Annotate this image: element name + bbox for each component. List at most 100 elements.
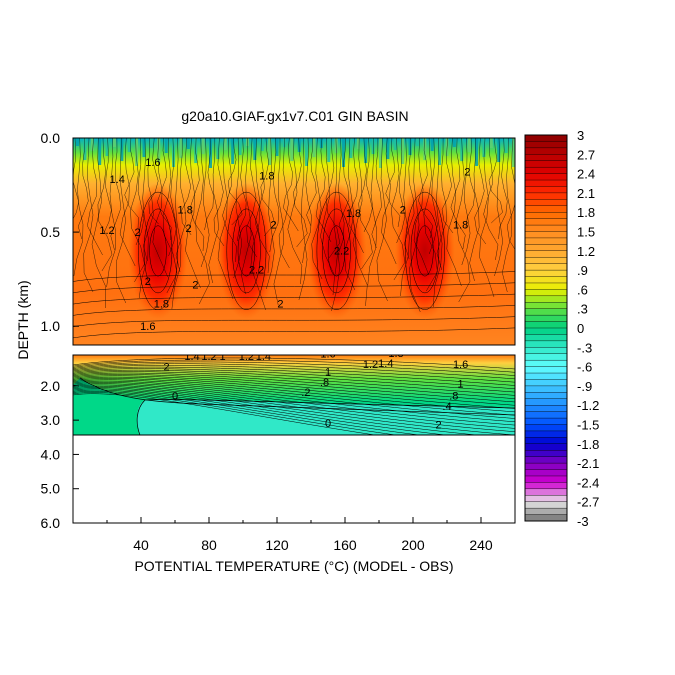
core-contour bbox=[226, 191, 267, 310]
contour-label: 1.6 bbox=[140, 321, 155, 333]
colorbar-swatch bbox=[524, 411, 568, 419]
contour-label: 2.2 bbox=[334, 246, 349, 258]
contour-line bbox=[348, 138, 364, 254]
colorbar-swatch bbox=[524, 186, 568, 194]
colorbar: 3 2.7 2.4 2.1 1.8 1.5 1.2 .9 .6 .3 0 -.3 -.6 -.9 -1.2 -… bbox=[524, 128, 599, 529]
surface-streak bbox=[305, 138, 309, 166]
contour-line bbox=[413, 138, 430, 276]
surface-streak bbox=[467, 138, 471, 152]
contour-line bbox=[73, 363, 515, 380]
contour-line bbox=[73, 386, 515, 432]
surface-streak bbox=[401, 138, 405, 164]
contour-line bbox=[446, 138, 462, 287]
colorbar-swatch bbox=[524, 205, 568, 213]
surface-streak bbox=[83, 138, 87, 160]
contour-line bbox=[441, 138, 454, 234]
colorbar-swatch bbox=[524, 443, 568, 451]
core-contour bbox=[322, 208, 351, 294]
contour-label: 1.8 bbox=[388, 348, 403, 360]
contour-line bbox=[278, 138, 290, 269]
colorbar-swatch bbox=[524, 392, 568, 400]
contour-line bbox=[73, 371, 515, 396]
surface-streak bbox=[157, 138, 161, 162]
contour-line bbox=[385, 138, 401, 228]
contour-label: 1.4 bbox=[184, 351, 199, 363]
contour-line bbox=[469, 138, 480, 282]
contour-label: 2 bbox=[192, 280, 198, 292]
colorbar-tick-label: -.6 bbox=[577, 360, 592, 375]
colorbar-tick-label: -3 bbox=[577, 514, 589, 529]
contour-label: 1.4 bbox=[378, 358, 393, 370]
contour-line bbox=[423, 138, 438, 292]
contour-line bbox=[73, 365, 515, 383]
contour-line bbox=[266, 138, 275, 290]
colorbar-swatch bbox=[524, 340, 568, 348]
contour-line bbox=[73, 359, 515, 373]
colorbar-swatch bbox=[524, 250, 568, 258]
contour-line bbox=[461, 138, 471, 266]
lower-panel-frame bbox=[72, 354, 516, 524]
surface-streak bbox=[223, 138, 227, 150]
contour-line bbox=[130, 138, 145, 283]
contour-line bbox=[138, 138, 149, 299]
contour-line bbox=[331, 138, 340, 312]
contour-line bbox=[103, 138, 112, 235]
contour-line bbox=[432, 138, 443, 308]
contour-line bbox=[73, 380, 515, 419]
colorbar-swatch bbox=[524, 263, 568, 271]
surface-streak bbox=[164, 138, 168, 153]
surface-streak bbox=[327, 138, 331, 162]
y-tick-label: 5.0 bbox=[41, 481, 61, 497]
contour-line bbox=[217, 138, 234, 300]
contour-label: 1.2 bbox=[363, 359, 378, 371]
contour-line bbox=[344, 138, 356, 291]
contour-line bbox=[302, 138, 312, 264]
surface-streak bbox=[290, 138, 294, 161]
contour-line bbox=[293, 138, 308, 248]
colorbar-tick-label: 3 bbox=[577, 128, 584, 143]
contour-line bbox=[73, 390, 422, 435]
y-tick-label: 3.0 bbox=[41, 412, 61, 428]
colorbar-frame bbox=[524, 134, 568, 522]
surface-streak bbox=[378, 138, 382, 168]
core-contour bbox=[316, 191, 357, 310]
colorbar-swatch bbox=[524, 295, 568, 303]
contour-line bbox=[83, 138, 94, 293]
y-axis: 0.0 0.5 1.0 2.0 3.0 4.0 5.0 6.0 bbox=[41, 130, 79, 531]
contour-label: .2 bbox=[301, 387, 310, 399]
colorbar-swatch bbox=[524, 244, 568, 252]
colorbar-swatch bbox=[524, 289, 568, 297]
colorbar-swatch bbox=[524, 475, 568, 483]
contour-line bbox=[136, 399, 146, 435]
contour-line bbox=[135, 138, 145, 246]
upper-contour-labels: 1.41.61.2 21.821.822.21.82.2221.82221.81.… bbox=[99, 157, 470, 333]
contour-line bbox=[260, 138, 275, 237]
y-tick-label: 0.0 bbox=[41, 130, 61, 146]
colorbar-tick-label: 1.8 bbox=[577, 205, 595, 220]
surface-streak bbox=[142, 138, 146, 157]
contour-label: 1.6 bbox=[453, 359, 468, 371]
contour-label: 2 bbox=[400, 204, 406, 216]
contour-line bbox=[148, 138, 159, 225]
contour-line bbox=[73, 389, 449, 435]
colorbar-tick-label: 2.4 bbox=[577, 167, 595, 182]
surface-streak bbox=[386, 138, 390, 159]
contour-label: .8 bbox=[449, 391, 458, 403]
colorbar-swatch bbox=[524, 282, 568, 290]
contour-line bbox=[246, 138, 257, 258]
core-contour bbox=[149, 225, 167, 277]
surface-streak bbox=[482, 138, 486, 157]
contour-label: 1 bbox=[325, 367, 331, 379]
colorbar-swatch bbox=[524, 488, 568, 496]
y-tick-label: 1.0 bbox=[41, 318, 61, 334]
colorbar-swatch bbox=[524, 231, 568, 239]
y-tick-label: 4.0 bbox=[41, 446, 61, 462]
contour-line bbox=[73, 271, 515, 282]
warm-core-0 bbox=[128, 182, 188, 319]
contour-line bbox=[106, 138, 116, 288]
contour-label: 1.6 bbox=[320, 349, 335, 361]
x-tick-label: 120 bbox=[265, 537, 289, 553]
contour-line bbox=[483, 138, 499, 261]
lower-cyan-core bbox=[137, 399, 515, 435]
colorbar-tick-label: 1.2 bbox=[577, 244, 595, 259]
